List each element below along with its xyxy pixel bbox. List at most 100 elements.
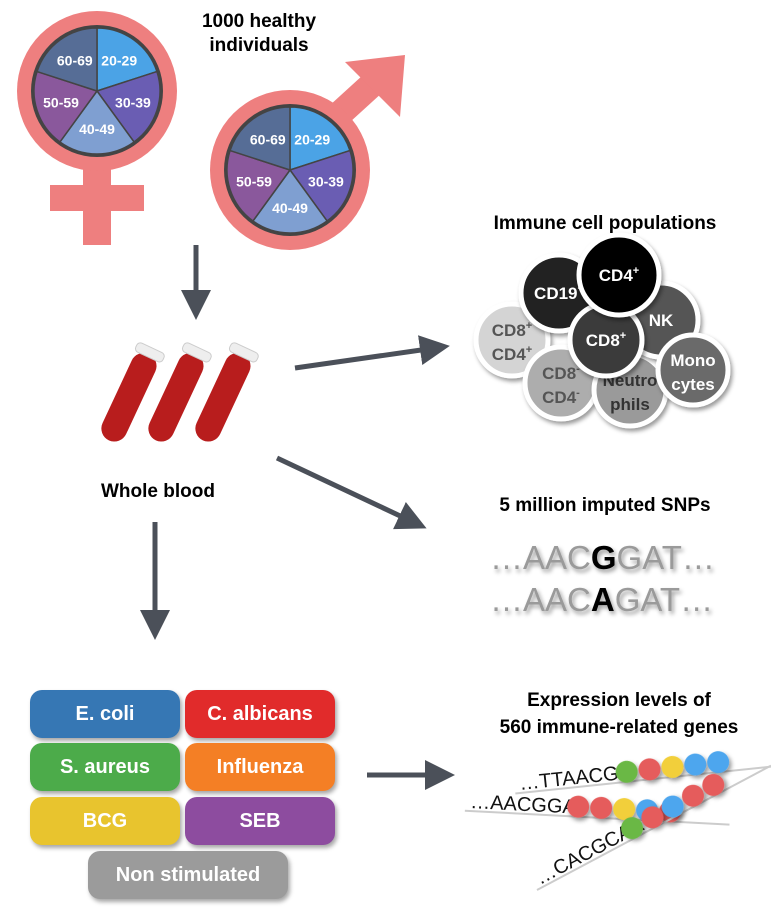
- expression-bead: [615, 760, 638, 783]
- arrow-blood-to-cells: [294, 335, 450, 371]
- expression-bead: [684, 753, 707, 776]
- cohort-title-line1: 1000 healthy: [202, 11, 316, 32]
- expression-bead: [621, 817, 644, 840]
- cell-label-text: CD19: [534, 284, 577, 303]
- age-group-label: 40-49: [272, 200, 308, 216]
- expression-bead: [567, 795, 590, 818]
- expression-bead: [661, 795, 684, 818]
- cell-label: CD4-: [542, 387, 580, 407]
- expression-title-line1: Expression levels of: [527, 690, 711, 711]
- arrow-blood-to-snps: [275, 455, 427, 530]
- cohort-title-line2: individuals: [209, 35, 308, 56]
- age-group-label: 50-59: [236, 174, 272, 190]
- snp-variant-g: G: [591, 539, 617, 576]
- immune-cell: CD4+: [576, 232, 662, 318]
- age-group-label: 60-69: [250, 131, 286, 147]
- expression-title-line2: 560 immune-related genes: [500, 717, 739, 738]
- snp-sequence-1: …AACGGAT…: [490, 539, 715, 576]
- age-group-label: 50-59: [43, 95, 79, 111]
- expression-bead: [641, 806, 664, 829]
- pie-slice-20-29: [289, 106, 351, 172]
- age-group-label: 20-29: [294, 131, 330, 147]
- cell-label: CD8+: [586, 330, 626, 350]
- cell-label-text: CD4: [542, 388, 577, 407]
- pie-slice-60-69: [229, 106, 291, 172]
- immune-cell: CD8+CD4+: [473, 301, 551, 379]
- cell-label-text: NK: [649, 311, 674, 330]
- cell-label: CD19+: [534, 283, 584, 303]
- cell-label-superscript: -: [576, 387, 580, 399]
- age-group-label: 30-39: [115, 95, 151, 111]
- cell-label-superscript: +: [620, 330, 626, 342]
- expression-bead: [681, 784, 704, 807]
- expression-bead: [590, 796, 613, 819]
- stimulus-influenza: Influenza: [185, 743, 335, 791]
- snp-seq-prefix: …AAC: [490, 581, 591, 618]
- immune-title: Immune cell populations: [494, 213, 717, 234]
- blood-tube-icon: [148, 342, 212, 442]
- stimulus-e-coli: E. coli: [30, 690, 180, 738]
- cell-label-text: cytes: [671, 375, 714, 394]
- cell-label: CD4+: [492, 344, 532, 364]
- whole-blood-label: Whole blood: [101, 481, 215, 502]
- gene-strand: …TTAACGG: [515, 751, 771, 795]
- cell-label: NK: [649, 311, 674, 330]
- pie-slice-50-59: [33, 70, 99, 144]
- stimulus-non-stimulated: Non stimulated: [88, 851, 288, 899]
- pie-slice-30-39: [95, 70, 161, 144]
- pie-slice-60-69: [36, 27, 98, 93]
- age-group-label: 30-39: [308, 174, 344, 190]
- snp-seq-suffix: GAT…: [615, 581, 713, 618]
- cell-label-text: CD4: [492, 345, 527, 364]
- stimulus-s-aureus: S. aureus: [30, 743, 180, 791]
- snp-seq-prefix: …AAC: [490, 539, 591, 576]
- immune-cell: Mono cytes: [655, 332, 731, 408]
- immune-cell: CD8+: [567, 301, 645, 379]
- snp-sequence-2: …AACAGAT…: [490, 581, 713, 618]
- snp-variant-a: A: [591, 581, 615, 618]
- blood-tube-icon: [101, 342, 165, 442]
- flow-arrows: [140, 245, 455, 790]
- cell-label-text: CD8: [542, 364, 576, 383]
- cell-label: cytes: [671, 375, 714, 394]
- pie-slice-30-39: [288, 149, 354, 223]
- expression-bead: [702, 773, 725, 796]
- cell-label-text: CD8: [586, 331, 620, 350]
- expression-bead: [707, 751, 730, 774]
- cell-label: CD8+: [492, 320, 532, 340]
- stimulus-c-albicans: C. albicans: [185, 690, 335, 738]
- cell-label-text: Mono: [670, 351, 715, 370]
- cell-circle: [655, 332, 731, 408]
- cell-label-text: CD8: [492, 321, 526, 340]
- cell-label-superscript: +: [526, 320, 532, 332]
- stimulus-seb: SEB: [185, 797, 335, 845]
- snp-seq-suffix: GAT…: [617, 539, 715, 576]
- expression-bead: [661, 755, 684, 778]
- expression-bead: [638, 758, 661, 781]
- gene-strands: …TTAACGG…AACGGAT…CACGCAA: [464, 751, 771, 891]
- blood-tube-icon: [195, 342, 259, 442]
- age-group-label: 20-29: [101, 52, 137, 68]
- pie-slice-50-59: [226, 149, 292, 223]
- blood-tubes: [101, 342, 259, 442]
- age-group-label: 40-49: [79, 121, 115, 137]
- snps-title: 5 million imputed SNPs: [499, 495, 710, 516]
- age-group-label: 60-69: [57, 52, 93, 68]
- cell-label-text: phils: [610, 395, 650, 414]
- cell-label: CD4+: [599, 265, 639, 285]
- expression-bead: [613, 798, 636, 821]
- pie-slice-40-49: [58, 89, 136, 155]
- cell-label: CD8-: [542, 363, 580, 383]
- cell-label-superscript: +: [633, 265, 639, 277]
- pie-slice-40-49: [251, 168, 329, 234]
- cell-circle: [576, 232, 662, 318]
- pie-slice-20-29: [96, 27, 158, 93]
- cell-circle: [473, 301, 551, 379]
- cell-label-superscript: -: [576, 363, 580, 375]
- cell-label-superscript: +: [526, 344, 532, 356]
- stimulus-bcg: BCG: [30, 797, 180, 845]
- cell-label-text: CD4: [599, 266, 634, 285]
